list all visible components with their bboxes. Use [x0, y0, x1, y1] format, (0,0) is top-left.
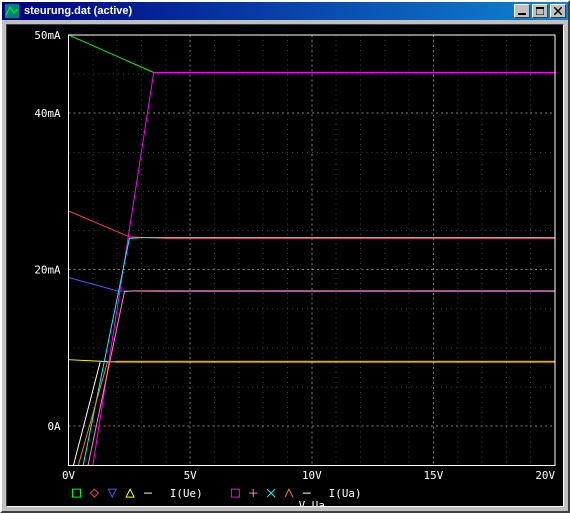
plot-area: 0V 5V 10V 15V 20V 0A 20mA 40mA 50mA I(Ue) I(Ua) V_U… [6, 24, 564, 507]
y-tick-label: 40mA [34, 107, 61, 120]
legend-label: I(Ua) [329, 487, 362, 500]
x-tick-label: 15V [424, 469, 444, 482]
maximize-button[interactable] [532, 4, 548, 18]
window-title: steurung.dat (active) [24, 5, 512, 17]
close-button[interactable] [550, 4, 566, 18]
x-tick-label: 20V [535, 469, 555, 482]
x-tick-label: 0V [62, 469, 76, 482]
x-tick-label: 10V [302, 469, 322, 482]
y-tick-label: 0A [47, 420, 61, 433]
simulator-window: steurung.dat (active) 0V 5V 10V 15V 20V 0A 20m… [0, 0, 570, 513]
x-tick-label: 5V [184, 469, 198, 482]
x-axis-label: V_Ua [299, 499, 325, 506]
minimize-button[interactable] [514, 4, 530, 18]
app-icon [4, 3, 20, 19]
y-tick-label: 20mA [34, 264, 61, 277]
plot-svg[interactable]: 0V 5V 10V 15V 20V 0A 20mA 40mA 50mA I(Ue) I(Ua) V_U… [7, 25, 563, 506]
y-tick-label: 50mA [34, 29, 61, 42]
legend-label: I(Ue) [170, 487, 203, 500]
titlebar[interactable]: steurung.dat (active) [2, 2, 568, 20]
